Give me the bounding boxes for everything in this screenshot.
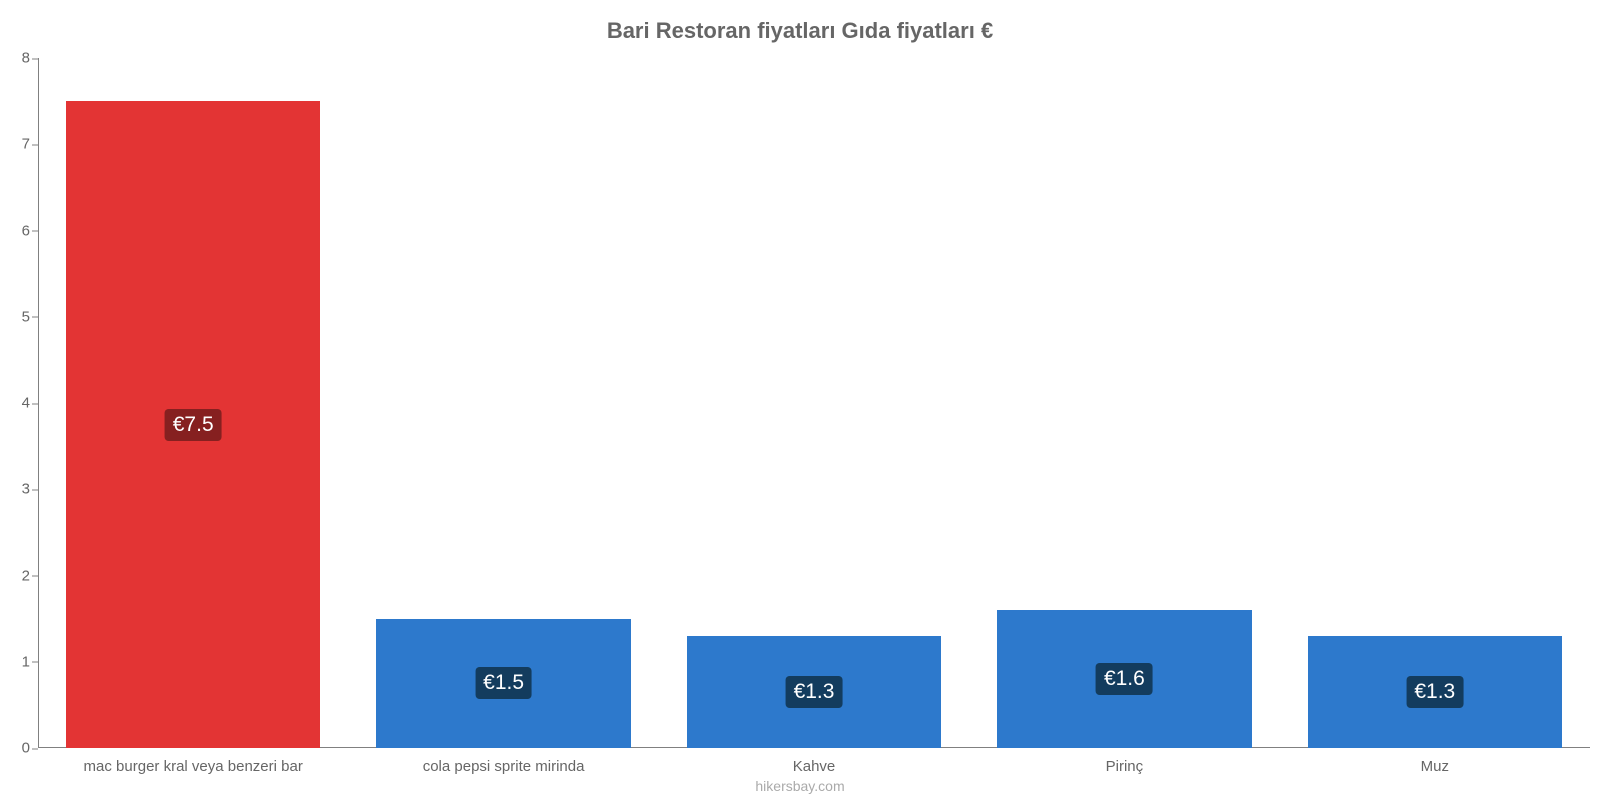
attribution-text: hikersbay.com [0,778,1600,794]
y-tick-label: 5 [22,308,38,325]
y-tick-label: 2 [22,567,38,584]
x-category-label: Pirinç [1106,748,1144,775]
bar-value-label: €1.3 [786,676,843,708]
y-tick-label: 0 [22,740,38,757]
bar-value-label: €1.6 [1096,663,1153,695]
y-axis [38,58,39,748]
plot-area: 012345678€7.5mac burger kral veya benzer… [38,58,1590,748]
y-tick-label: 7 [22,136,38,153]
x-category-label: mac burger kral veya benzeri bar [84,748,303,775]
x-category-label: Kahve [793,748,836,775]
x-category-label: cola pepsi sprite mirinda [423,748,585,775]
bar-value-label: €1.3 [1406,676,1463,708]
y-tick-label: 8 [22,50,38,67]
price-bar-chart: Bari Restoran fiyatları Gıda fiyatları €… [0,0,1600,800]
y-tick-label: 4 [22,395,38,412]
chart-title: Bari Restoran fiyatları Gıda fiyatları € [0,18,1600,44]
bar-value-label: €7.5 [165,409,222,441]
x-category-label: Muz [1421,748,1449,775]
bar-value-label: €1.5 [475,667,532,699]
y-tick-label: 1 [22,653,38,670]
y-tick-label: 6 [22,222,38,239]
y-tick-label: 3 [22,481,38,498]
